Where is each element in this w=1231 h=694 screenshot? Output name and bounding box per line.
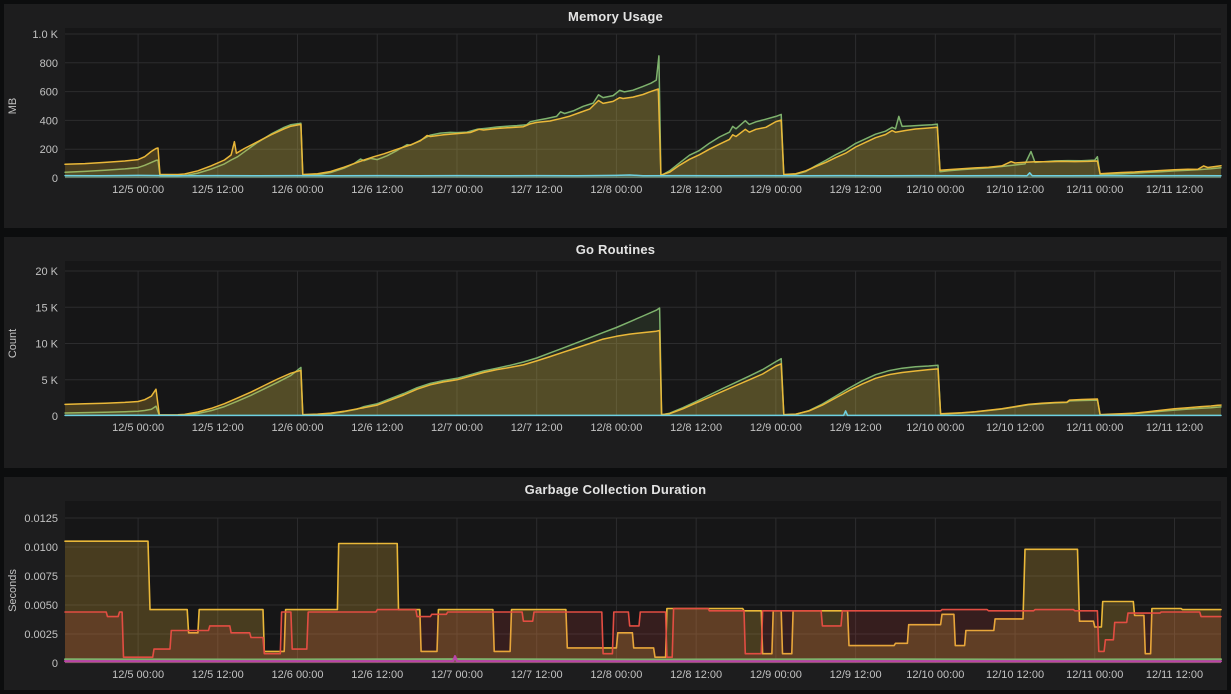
y-tick-label: 0.0125: [24, 513, 58, 525]
x-tick-label: 12/7 12:00: [511, 422, 563, 434]
x-tick-label: 12/5 12:00: [192, 422, 244, 434]
y-axis-label: MB: [7, 98, 19, 115]
panel-gc-duration: Garbage Collection Duration 0 0.0025 0.005…: [4, 477, 1227, 690]
x-tick-label: 12/10 12:00: [986, 669, 1044, 681]
go-routines-chart[interactable]: 0 5 K 10 K 15 K 20 K 12/5 00:00 12/5 12:00 12/6…: [4, 261, 1227, 468]
x-axis-tick-labels: 12/5 00:00 12/5 12:00 12/6 00:00 12/6 12:00…: [112, 422, 1203, 434]
gc-duration-chart[interactable]: 0 0.0025 0.0050 0.0075 0.0100 0.0125 12/5 00:0…: [4, 501, 1227, 690]
x-tick-label: 12/11 12:00: [1146, 422, 1203, 434]
y-tick-label: 0: [52, 411, 58, 423]
x-tick-label: 12/6 12:00: [351, 184, 403, 196]
x-tick-label: 12/5 00:00: [112, 184, 164, 196]
y-tick-label: 0: [52, 658, 58, 670]
x-tick-label: 12/7 00:00: [431, 184, 483, 196]
panel-header[interactable]: Go Routines: [4, 237, 1227, 261]
x-tick-label: 12/8 00:00: [590, 422, 642, 434]
y-axis-tick-labels: 0 200 400 600 800 1.0 K: [32, 29, 58, 185]
y-tick-label: 600: [40, 87, 58, 99]
x-tick-label: 12/9 00:00: [750, 422, 802, 434]
x-tick-label: 12/10 00:00: [906, 184, 964, 196]
x-tick-label: 12/11 00:00: [1066, 184, 1123, 196]
y-axis-label: Seconds: [7, 569, 19, 612]
x-tick-label: 12/8 12:00: [670, 669, 722, 681]
x-tick-label: 12/11 00:00: [1066, 669, 1123, 681]
x-tick-label: 12/7 12:00: [511, 669, 563, 681]
x-tick-label: 12/10 12:00: [986, 184, 1044, 196]
panel-title[interactable]: Go Routines: [576, 242, 655, 257]
y-tick-label: 1.0 K: [32, 29, 58, 41]
panel-title[interactable]: Memory Usage: [568, 9, 663, 24]
panel-memory-usage: Memory Usage 0 200 400 600 800 1.0 K 12/5 00:0…: [4, 4, 1227, 228]
x-tick-label: 12/8 00:00: [590, 184, 642, 196]
x-tick-label: 12/5 12:00: [192, 184, 244, 196]
y-axis-tick-labels: 0 5 K 10 K 15 K 20 K: [35, 266, 58, 423]
x-tick-label: 12/10 00:00: [906, 422, 964, 434]
x-tick-label: 12/6 00:00: [272, 184, 324, 196]
y-tick-label: 800: [40, 58, 58, 70]
panel-header[interactable]: Garbage Collection Duration: [4, 477, 1227, 501]
y-tick-label: 200: [40, 144, 58, 156]
x-tick-label: 12/9 12:00: [830, 422, 882, 434]
x-tick-label: 12/11 12:00: [1146, 184, 1203, 196]
y-tick-label: 5 K: [41, 375, 58, 387]
x-tick-label: 12/5 12:00: [192, 669, 244, 681]
y-tick-label: 0.0050: [24, 600, 58, 612]
x-tick-label: 12/8 12:00: [670, 422, 722, 434]
x-tick-label: 12/6 12:00: [351, 422, 403, 434]
panel-header[interactable]: Memory Usage: [4, 4, 1227, 28]
x-tick-label: 12/10 00:00: [906, 669, 964, 681]
x-tick-label: 12/6 12:00: [351, 669, 403, 681]
y-tick-label: 400: [40, 115, 58, 127]
x-tick-label: 12/8 00:00: [590, 669, 642, 681]
x-tick-label: 12/9 00:00: [750, 669, 802, 681]
y-axis-tick-labels: 0 0.0025 0.0050 0.0075 0.0100 0.0125: [24, 513, 58, 670]
x-tick-label: 12/9 12:00: [830, 184, 882, 196]
x-tick-label: 12/6 00:00: [272, 422, 324, 434]
x-tick-label: 12/7 00:00: [431, 669, 483, 681]
x-tick-label: 12/10 12:00: [986, 422, 1044, 434]
y-tick-label: 20 K: [35, 266, 58, 278]
x-tick-label: 12/11 00:00: [1066, 422, 1123, 434]
y-tick-label: 0.0025: [24, 629, 58, 641]
x-tick-label: 12/7 00:00: [431, 422, 483, 434]
y-tick-label: 15 K: [35, 302, 58, 314]
y-tick-label: 0.0100: [24, 542, 58, 554]
x-tick-label: 12/6 00:00: [272, 669, 324, 681]
y-tick-label: 10 K: [35, 339, 58, 351]
x-tick-label: 12/9 12:00: [830, 669, 882, 681]
x-axis-tick-labels: 12/5 00:00 12/5 12:00 12/6 00:00 12/6 12:00…: [112, 184, 1203, 196]
x-tick-label: 12/8 12:00: [670, 184, 722, 196]
y-tick-label: 0.0075: [24, 571, 58, 583]
panel-title[interactable]: Garbage Collection Duration: [525, 482, 707, 497]
x-axis-tick-labels: 12/5 00:00 12/5 12:00 12/6 00:00 12/6 12:00…: [112, 669, 1203, 681]
x-tick-label: 12/9 00:00: [750, 184, 802, 196]
y-tick-label: 0: [52, 173, 58, 185]
x-tick-label: 12/5 00:00: [112, 422, 164, 434]
x-tick-label: 12/7 12:00: [511, 184, 563, 196]
x-tick-label: 12/5 00:00: [112, 669, 164, 681]
x-tick-label: 12/11 12:00: [1146, 669, 1203, 681]
y-axis-label: Count: [7, 329, 19, 358]
